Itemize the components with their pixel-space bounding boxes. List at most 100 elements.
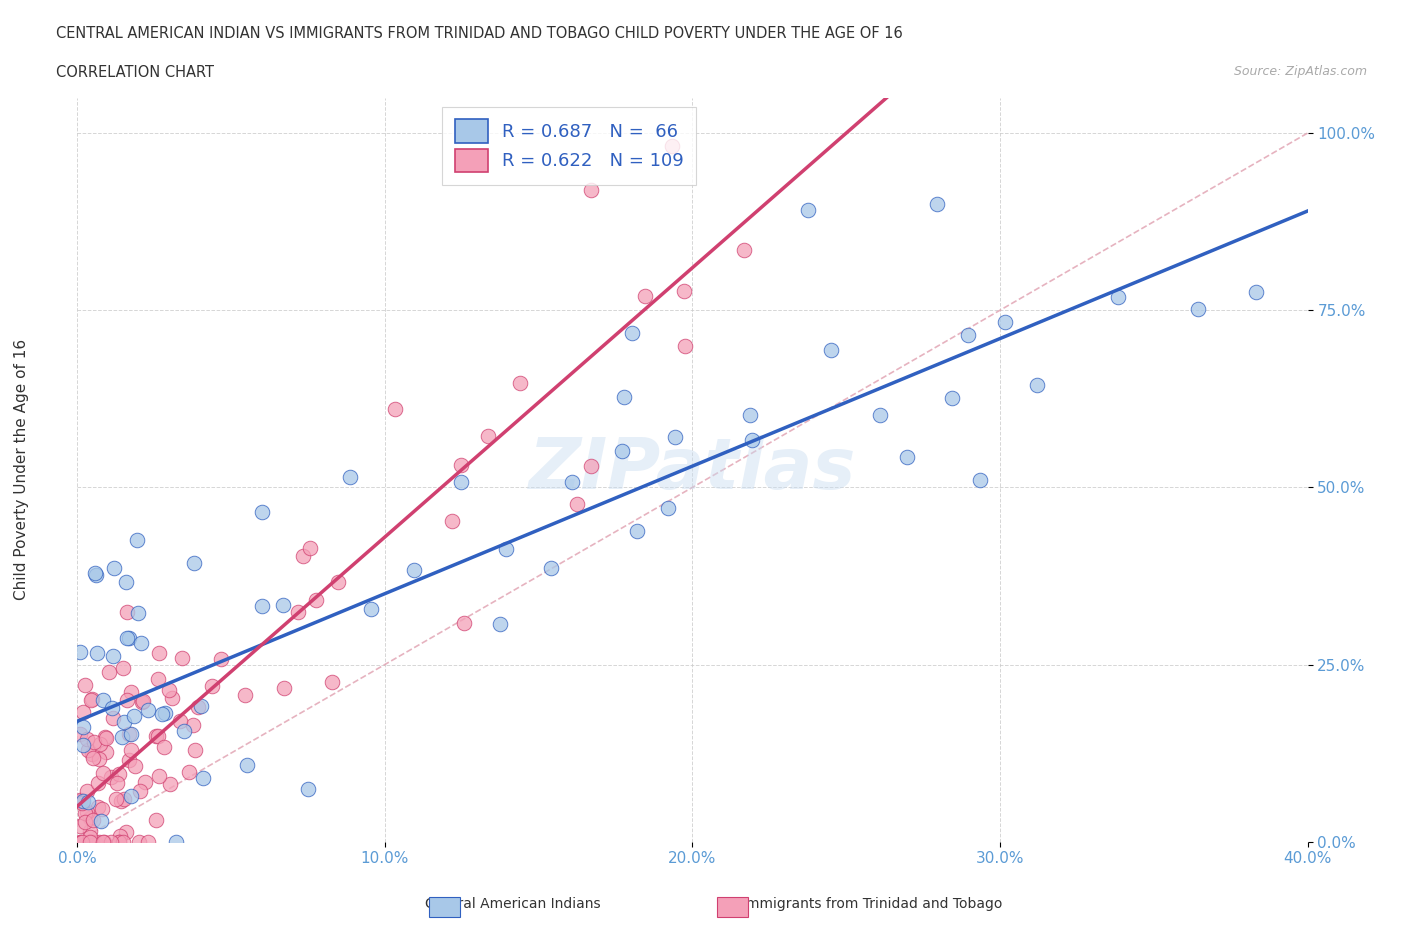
Point — [150, 706, 173, 721]
Point — [339, 470, 361, 485]
Point — [72, 705, 94, 720]
Point — [969, 472, 991, 487]
Point — [621, 326, 644, 340]
Point — [120, 727, 142, 742]
Point — [820, 342, 842, 357]
Point — [69, 834, 91, 849]
Point — [181, 718, 204, 733]
Point — [287, 604, 309, 619]
Point — [450, 474, 472, 489]
Point — [69, 834, 91, 849]
Point — [83, 734, 105, 749]
Point — [80, 747, 103, 762]
Point — [153, 740, 176, 755]
Point — [450, 458, 472, 472]
Point — [157, 683, 180, 698]
Point — [165, 834, 187, 849]
Point — [453, 615, 475, 630]
Point — [1026, 378, 1049, 392]
Point — [79, 834, 101, 849]
Point — [108, 834, 131, 849]
Point — [118, 631, 141, 645]
Point — [540, 561, 562, 576]
Point — [1107, 289, 1129, 304]
Point — [93, 834, 115, 849]
Point — [100, 770, 122, 785]
Point — [105, 791, 128, 806]
Point — [69, 793, 91, 808]
Point — [120, 789, 142, 804]
Point — [896, 449, 918, 464]
Point — [994, 314, 1017, 329]
Point — [738, 407, 761, 422]
Point — [184, 742, 207, 757]
Point — [145, 729, 167, 744]
Point — [190, 698, 212, 713]
Point — [118, 726, 141, 741]
Point — [233, 688, 256, 703]
Point — [169, 713, 191, 728]
Point — [565, 497, 588, 512]
Point — [89, 752, 111, 767]
Point — [477, 428, 499, 443]
Point — [235, 757, 257, 772]
Point — [925, 196, 948, 211]
Point — [72, 720, 94, 735]
Point — [131, 694, 153, 709]
Point — [127, 606, 149, 621]
Point — [148, 769, 170, 784]
Point — [76, 804, 98, 819]
Point — [125, 533, 148, 548]
Point — [941, 391, 963, 405]
Point — [384, 402, 406, 417]
Point — [177, 765, 200, 780]
Point — [129, 635, 152, 650]
Point — [69, 818, 91, 833]
Point — [98, 665, 121, 680]
Point — [148, 645, 170, 660]
Point — [509, 376, 531, 391]
Point — [76, 784, 98, 799]
Point — [159, 777, 181, 791]
Point — [129, 784, 152, 799]
Point — [153, 705, 176, 720]
Point — [201, 679, 224, 694]
Point — [108, 834, 131, 849]
Point — [87, 834, 110, 849]
Point — [610, 444, 633, 458]
Point — [72, 793, 94, 808]
Point — [191, 771, 214, 786]
Point — [613, 390, 636, 405]
Point — [75, 677, 97, 692]
Point — [69, 726, 91, 741]
Point — [79, 811, 101, 826]
Legend: R = 0.687   N =  66, R = 0.622   N = 109: R = 0.687 N = 66, R = 0.622 N = 109 — [443, 107, 696, 185]
Point — [1244, 285, 1267, 299]
Point — [84, 567, 107, 582]
Point — [89, 737, 111, 752]
Point — [733, 243, 755, 258]
Point — [321, 674, 343, 689]
Point — [579, 458, 602, 473]
Point — [72, 737, 94, 752]
Point — [209, 651, 232, 666]
Point — [77, 742, 100, 757]
Point — [673, 339, 696, 353]
Point — [69, 792, 91, 807]
Point — [672, 284, 695, 299]
Point — [173, 724, 195, 738]
Point — [84, 834, 107, 849]
Point — [136, 702, 159, 717]
Point — [657, 500, 679, 515]
Point — [86, 645, 108, 660]
Point — [69, 644, 91, 659]
Point — [148, 671, 170, 686]
Point — [100, 834, 122, 849]
Point — [170, 650, 193, 665]
Point — [91, 802, 114, 817]
Point — [112, 660, 135, 675]
Point — [72, 834, 94, 849]
Point — [298, 540, 321, 555]
Point — [94, 730, 117, 745]
Text: CENTRAL AMERICAN INDIAN VS IMMIGRANTS FROM TRINIDAD AND TOBAGO CHILD POVERTY UND: CENTRAL AMERICAN INDIAN VS IMMIGRANTS FR… — [56, 26, 903, 41]
